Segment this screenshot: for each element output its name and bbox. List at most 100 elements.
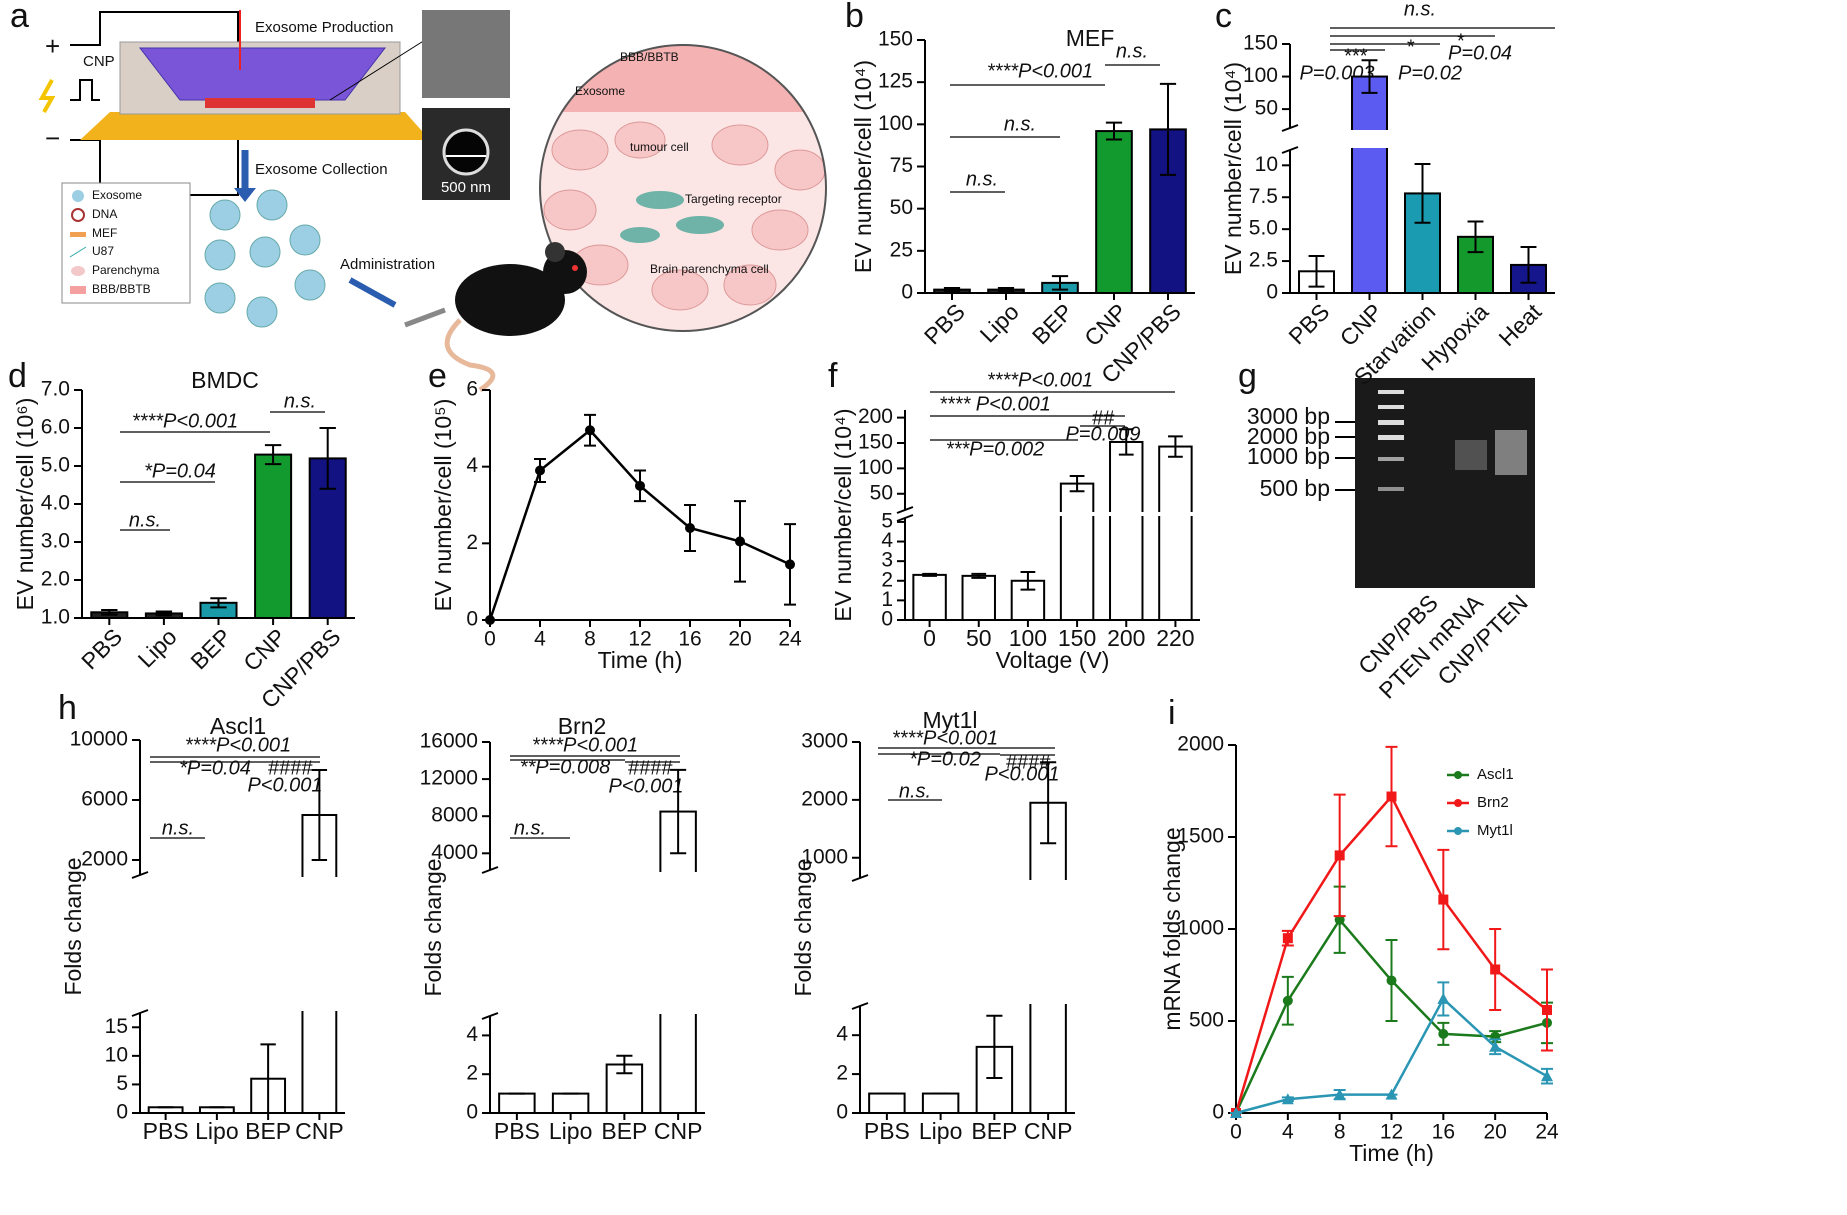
arrow: [348, 277, 397, 308]
x-tick-label: BEP: [601, 1118, 647, 1144]
panel-letter: g: [1238, 357, 1257, 395]
legend-marker: [1454, 771, 1462, 779]
lane-smear: [1495, 430, 1527, 475]
x-tick-label: 16: [678, 628, 701, 651]
syringe: [404, 307, 446, 328]
mouse-body: [455, 264, 565, 336]
y-tick-label: 75: [890, 154, 913, 177]
y-tick-label: 1000: [801, 845, 848, 868]
marker-lines: [1335, 421, 1355, 491]
y-tick-label: 100: [858, 456, 893, 479]
legend-label: Parenchyma: [92, 263, 160, 277]
y-tick-label: 4.0: [41, 492, 70, 515]
chart-title: Ascl1: [210, 713, 266, 739]
exosomes: [204, 189, 326, 328]
bar: [1059, 482, 1095, 621]
legend-label: DNA: [92, 207, 117, 221]
y-tick-label: 7.5: [1249, 185, 1278, 208]
annotation: ****P<0.001: [987, 369, 1093, 391]
mouse-eye: [572, 265, 578, 271]
y-axis-label: EV number/cell (10⁴): [850, 60, 876, 273]
error-bar: [1118, 428, 1134, 456]
x-tick-label: CNP: [654, 1118, 703, 1144]
y-tick-label: 100: [1243, 64, 1278, 87]
chart-title: Brn2: [558, 713, 607, 739]
annotation: ***P=0.002: [946, 438, 1044, 460]
legend-marker: [1454, 799, 1462, 807]
x-tick-label: 16: [1432, 1121, 1455, 1144]
x-axis-label: Time (h): [1349, 1140, 1434, 1166]
marker-label: 500 bp: [1260, 475, 1330, 501]
annotation: n.s.: [514, 817, 546, 839]
error-bar: [155, 610, 173, 617]
annotation: n.s.: [1116, 40, 1148, 62]
y-axis-label: EV number/cell (10⁴): [1220, 62, 1246, 275]
y-tick-label: 3.0: [41, 530, 70, 553]
legend-label: U87: [92, 244, 114, 258]
axis-break: [131, 871, 149, 879]
x-tick-label: 220: [1156, 625, 1194, 651]
y-tick-label: 15: [105, 1015, 128, 1038]
x-tick-label: 20: [1483, 1121, 1506, 1144]
chart-title: MEF: [1066, 25, 1115, 51]
x-tick-label: Lipo: [195, 1118, 238, 1144]
marker: [1334, 914, 1345, 925]
y-tick-label: 3: [881, 549, 893, 572]
marker-label: 2000 bp: [1247, 423, 1330, 449]
x-tick-label: BEP: [185, 623, 236, 674]
y-tick-label: 50: [870, 481, 893, 504]
y-axis-label: Folds change: [790, 858, 816, 996]
circle-outline: [539, 44, 827, 332]
marker: [1282, 933, 1293, 944]
y-tick-label: 5.0: [41, 454, 70, 477]
bar-break-gap: [1058, 512, 1096, 516]
pulse: [70, 79, 100, 101]
axis-break: [851, 874, 869, 882]
x-tick-label: 0: [1230, 1121, 1242, 1144]
axis-break: [1281, 124, 1299, 132]
marker: [1489, 1040, 1502, 1052]
y-tick-label: 4: [466, 1023, 478, 1046]
marker: [1333, 1088, 1346, 1100]
zoom-line: [329, 39, 426, 101]
annotation: ##: [1092, 407, 1115, 429]
marker: [1386, 975, 1397, 986]
chart-title: Myt1l: [923, 707, 978, 733]
error-bar: [997, 286, 1015, 293]
y-tick-label: 10: [1255, 153, 1278, 176]
marker: [485, 615, 495, 625]
panel-letter: b: [845, 0, 864, 35]
panel-letter: a: [10, 0, 29, 35]
panel-letter: d: [8, 357, 27, 395]
marker: [635, 480, 645, 491]
x-tick-label: CNP: [1024, 1118, 1073, 1144]
x-tick-label: PBS: [143, 1118, 189, 1144]
legend-label: MEF: [92, 226, 117, 240]
marker: [535, 465, 545, 476]
x-axis-label: Time (h): [598, 647, 683, 673]
error-bar: [971, 572, 987, 579]
error-bar: [1159, 82, 1177, 176]
y-tick-label: 125: [878, 70, 913, 93]
y-tick-label: 2000: [1177, 733, 1224, 756]
marker: [735, 536, 745, 547]
annotation: n.s.: [899, 780, 931, 802]
ladder-bands: [1378, 390, 1404, 491]
marker: [1490, 964, 1501, 975]
pore: [442, 128, 490, 176]
annotation: P=0.04: [1448, 42, 1512, 64]
scale-label: 500 nm: [441, 179, 491, 196]
marker: [1386, 791, 1397, 802]
y-tick-label: 150: [1243, 32, 1278, 55]
bar: [551, 1092, 590, 1114]
annotation: ****P<0.001: [892, 727, 998, 749]
annotation: ****P<0.001: [987, 60, 1093, 82]
annotation: n.s.: [284, 390, 316, 412]
error-bar: [986, 1014, 1003, 1079]
schematic: a + − CNP Exosome Production 500 nm Exos…: [10, 0, 827, 393]
y-axis-label: EV number/cell (10⁴): [830, 408, 856, 621]
lane-smear: [1455, 440, 1487, 470]
x-tick-label: Lipo: [549, 1118, 592, 1144]
error-bar: [1467, 220, 1484, 254]
y-tick-label: 150: [858, 431, 893, 454]
